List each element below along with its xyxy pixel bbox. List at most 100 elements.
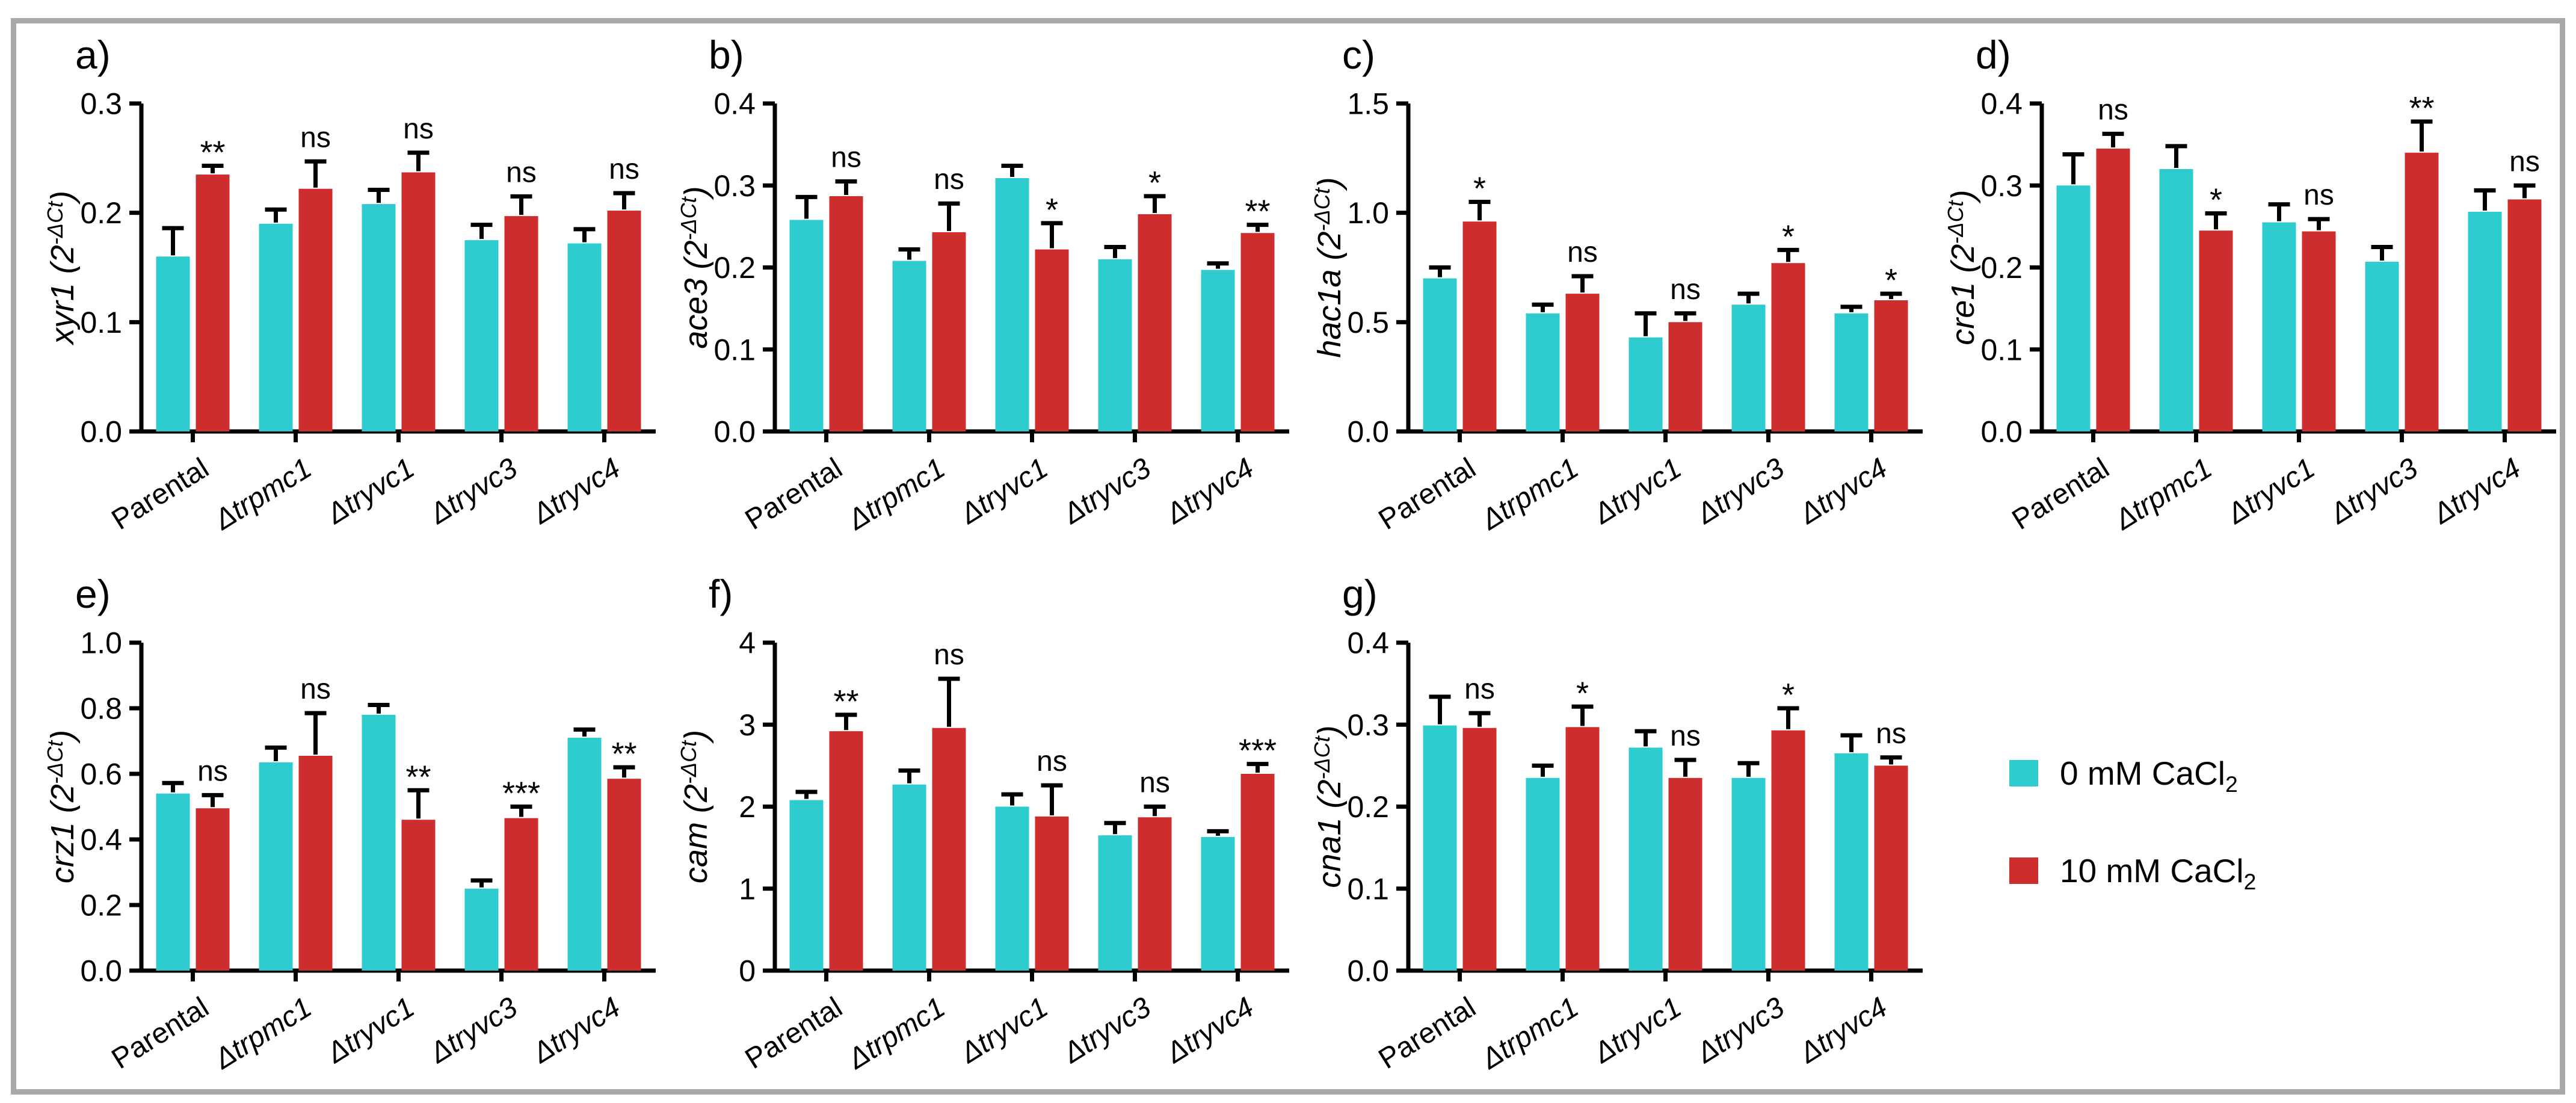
y-tick-label: 0.0 [1347, 954, 1389, 988]
bar-control-3 [2365, 261, 2399, 431]
bar-control-0 [156, 256, 190, 431]
panel-hac1a: c) 0.0 0.5 1.0 1.5 hac1a (2-ΔCt) * Parental ns Δt… [1309, 25, 1941, 555]
panel-svg-cam: f) 0 1 2 3 4 cam (2-ΔCt) ** Parental ns Δtrpmc1 ns Δ… [676, 572, 1289, 1076]
x-category-label: Parental [740, 452, 848, 536]
bar-control-1 [1526, 313, 1560, 431]
bar-control-3 [464, 240, 499, 431]
x-category-label: Δtryvc3 [2325, 452, 2424, 531]
bar-treatment-1 [932, 728, 966, 971]
x-category-label: Δtrpmc1 [842, 991, 951, 1075]
significance-label: * [1885, 262, 1897, 298]
bar-control-0 [156, 793, 190, 971]
significance-label: ns [1139, 767, 1170, 799]
significance-label: ns [197, 755, 228, 787]
y-tick-label: 0.0 [80, 415, 122, 449]
x-category-label: Parental [2007, 452, 2115, 536]
x-category-label: Δtryvc3 [424, 991, 523, 1070]
bar-treatment-0 [196, 175, 230, 431]
y-tick-label: 4 [739, 626, 756, 660]
panel-svg-xyr1: a) 0.0 0.1 0.2 0.3 xyr1 (2-ΔCt) ** Parental ns Δt… [43, 32, 656, 537]
x-category-label: Parental [106, 991, 215, 1075]
y-tick-label: 0.4 [713, 87, 756, 121]
bar-control-2 [362, 714, 396, 971]
x-category-label: Δtryvc1 [321, 991, 421, 1069]
bar-control-1 [259, 223, 293, 431]
y-tick-label: 0.3 [713, 169, 756, 203]
panel-letter: e) [75, 572, 111, 616]
bar-control-1 [2159, 169, 2193, 431]
bar-control-2 [995, 178, 1029, 431]
y-tick-label: 1.0 [80, 626, 122, 660]
bar-treatment-3 [1138, 817, 1172, 971]
bar-control-0 [2056, 185, 2091, 431]
bar-control-3 [1731, 304, 1766, 431]
bar-control-3 [1098, 259, 1132, 431]
bar-control-1 [892, 261, 926, 431]
y-tick-label: 0.3 [1980, 169, 2023, 203]
significance-label: ** [1245, 194, 1270, 230]
legend-label-10mm: 10 mM CaCl2 [2060, 852, 2257, 894]
significance-label: * [1782, 677, 1795, 713]
legend-swatch-0mm-icon [2009, 760, 2038, 786]
x-category-label: Δtryvc3 [1691, 452, 1790, 531]
y-tick-label: 2 [739, 790, 756, 824]
x-category-label: Δtryvc4 [1794, 991, 1893, 1069]
significance-label: ns [609, 153, 639, 185]
legend-entry-10mm: 10 mM CaCl2 [2009, 850, 2257, 894]
bar-treatment-3 [1138, 214, 1172, 431]
panel-letter: f) [709, 572, 733, 616]
significance-label: * [1782, 218, 1795, 255]
bar-control-0 [789, 220, 824, 431]
x-category-label: Δtrpmc1 [1476, 991, 1585, 1075]
y-tick-label: 0.4 [1347, 626, 1389, 660]
x-category-label: Δtryvc4 [1794, 452, 1893, 530]
x-category-label: Δtrpmc1 [2109, 452, 2218, 536]
significance-label: ns [403, 113, 434, 145]
significance-label: ns [300, 673, 331, 705]
bar-control-4 [567, 738, 602, 971]
bar-control-2 [1628, 337, 1663, 431]
x-category-label: Δtrpmc1 [209, 991, 318, 1075]
x-category-label: Δtryvc4 [1160, 991, 1260, 1069]
x-category-label: Δtrpmc1 [209, 452, 318, 536]
legend: 0 mM CaCl2 10 mM CaCl2 [2009, 752, 2256, 947]
y-tick-label: 0.1 [80, 306, 122, 339]
significance-label: ns [934, 164, 964, 196]
y-axis-title: hac1a (2-ΔCt) [1310, 177, 1348, 357]
bar-treatment-4 [1240, 233, 1275, 431]
y-tick-label: 0.4 [1980, 87, 2023, 121]
y-tick-label: 0.3 [1347, 708, 1389, 742]
y-tick-label: 0.0 [713, 415, 756, 449]
x-category-label: Δtryvc1 [1588, 991, 1687, 1069]
y-tick-label: 0.6 [80, 758, 122, 791]
panel-ace3: b) 0.0 0.1 0.2 0.3 0.4 ace3 (2-ΔCt) ns Parental n… [676, 25, 1307, 555]
bar-control-2 [995, 806, 1029, 971]
bar-control-1 [259, 762, 293, 971]
significance-label: ns [1567, 236, 1598, 268]
bar-treatment-2 [1668, 777, 1702, 971]
significance-label: * [1046, 192, 1058, 228]
legend-label-0mm: 0 mM CaCl2 [2060, 755, 2238, 797]
x-category-label: Parental [1373, 452, 1482, 536]
significance-label: ns [2303, 179, 2334, 211]
significance-label: ** [611, 736, 636, 772]
significance-label: ** [833, 684, 858, 720]
x-category-label: Parental [740, 991, 848, 1075]
bar-treatment-4 [607, 211, 641, 431]
bar-treatment-4 [1240, 774, 1275, 971]
bar-control-4 [567, 243, 602, 431]
x-category-label: Δtryvc1 [955, 991, 1054, 1069]
bar-treatment-0 [196, 808, 230, 971]
x-category-label: Δtryvc4 [527, 991, 626, 1069]
bar-control-3 [464, 888, 499, 971]
bar-control-0 [789, 800, 824, 971]
significance-label: ns [2509, 146, 2540, 178]
bar-treatment-1 [932, 232, 966, 431]
significance-label: *** [1239, 733, 1277, 769]
panel-xyr1: a) 0.0 0.1 0.2 0.3 xyr1 (2-ΔCt) ** Parental ns Δt… [42, 25, 674, 555]
y-tick-label: 3 [739, 708, 756, 742]
y-axis-title: cre1 (2-ΔCt) [1943, 190, 1981, 345]
y-axis-title: xyr1 (2-ΔCt) [43, 191, 81, 346]
y-axis-title: ace3 (2-ΔCt) [676, 186, 714, 348]
x-category-label: Δtryvc4 [2427, 452, 2527, 530]
